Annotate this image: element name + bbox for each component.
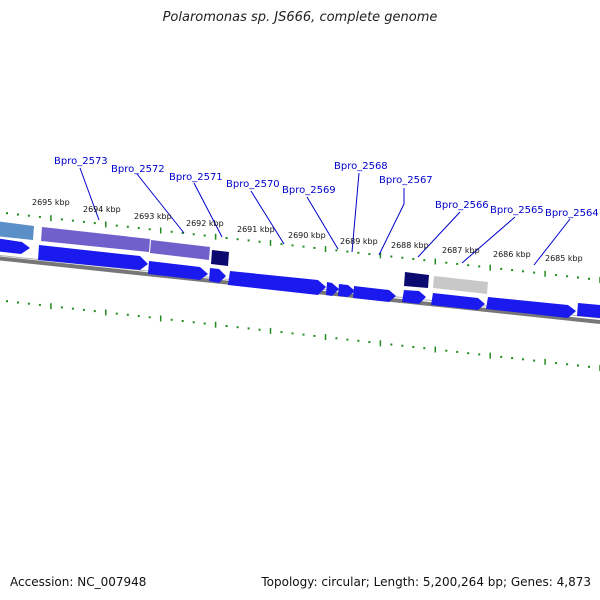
forward-genes	[0, 238, 600, 318]
gene-label: Bpro_2571	[169, 172, 223, 183]
gene-label: Bpro_2568	[334, 161, 388, 172]
gene-arrow	[486, 297, 576, 318]
tick-label: 2685 kbp	[545, 254, 583, 263]
tick-label: 2695 kbp	[32, 198, 70, 207]
gene-label: Bpro_2572	[111, 164, 165, 175]
gene-arrow	[0, 238, 30, 254]
gene-label: Bpro_2564	[545, 208, 599, 219]
gene-box	[211, 250, 229, 266]
gc-track-lower	[6, 300, 600, 371]
gene-box	[41, 227, 150, 252]
tick-label: 2691 kbp	[237, 225, 275, 234]
gene-arrow	[326, 282, 339, 296]
gene-arrow	[338, 284, 355, 297]
tick-label: 2689 kbp	[340, 237, 378, 246]
gene-label: Bpro_2570	[226, 179, 280, 190]
gene-arrow	[148, 261, 208, 280]
label-lines	[79, 167, 571, 266]
tick-label: 2690 kbp	[288, 231, 326, 240]
gene-label: Bpro_2573	[54, 156, 108, 167]
gene-label: Bpro_2566	[435, 200, 489, 211]
gene-arrow	[353, 286, 396, 302]
gene-label: Bpro_2567	[379, 175, 433, 186]
gene-label: Bpro_2565	[490, 205, 544, 216]
tick-label: 2692 kbp	[186, 219, 224, 228]
gene-arrow	[402, 290, 426, 304]
tick-label: 2687 kbp	[442, 246, 480, 255]
gene-arrow	[228, 271, 326, 295]
gene-box	[433, 276, 488, 294]
gene-arrow	[577, 303, 600, 318]
gene-arrow	[431, 293, 485, 310]
tick-label: 2693 kbp	[134, 212, 172, 221]
tick-label: 2688 kbp	[391, 241, 429, 250]
map-title: Polaromonas sp. JS666, complete genome	[162, 10, 438, 25]
gene-box	[404, 272, 429, 288]
reverse-genes	[0, 221, 488, 294]
genome-summary: Topology: circular; Length: 5,200,264 bp…	[261, 575, 591, 589]
accession-text: Accession: NC_007948	[10, 575, 147, 589]
gene-arrow	[209, 268, 226, 283]
gene-box	[150, 240, 210, 260]
gene-arrow	[38, 245, 148, 270]
gene-label: Bpro_2569	[282, 185, 336, 196]
gc-track-upper	[6, 212, 600, 283]
gene-box	[0, 221, 34, 240]
tick-label: 2686 kbp	[493, 250, 531, 259]
tick-label: 2694 kbp	[83, 205, 121, 214]
